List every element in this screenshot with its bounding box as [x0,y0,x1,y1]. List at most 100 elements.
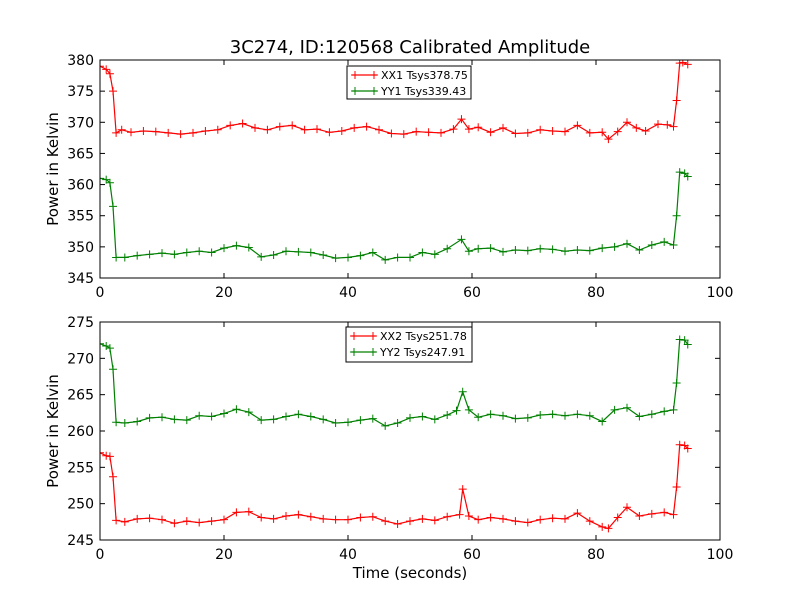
data-point [306,248,315,257]
data-point [368,414,377,423]
top-panel: 0 20 40 60 80 100 345 350 355 360 365 370 375 380 Powe… [44,53,733,301]
data-point [635,245,644,254]
data-point [275,122,284,131]
x-tick-label: 20 [215,547,233,563]
data-point [663,120,672,129]
data-point [647,509,656,518]
y-tick-label: 255 [67,460,94,476]
data-point [244,507,253,516]
data-point [647,410,656,419]
data-point [145,250,154,259]
data-point [474,515,483,524]
y-tick-label: 265 [67,388,94,404]
data-point [511,414,520,423]
data-point [195,247,204,256]
data-point [112,128,121,137]
data-point [548,127,557,136]
data-point [418,514,427,523]
data-point [331,254,340,263]
data-point [393,253,402,262]
data-point [680,336,689,345]
data-point [189,128,197,137]
data-point [424,128,433,137]
data-point [362,122,371,131]
data-point [158,413,166,422]
data-point [306,512,315,521]
data-point [430,250,439,259]
data-point [464,512,473,521]
data-point [511,517,520,526]
legend-marker [350,348,358,356]
data-point [585,128,594,137]
data-point [356,513,365,522]
data-point [499,247,507,256]
data-point [548,245,557,254]
data-point [585,246,594,255]
chart-title: 3C274, ID:120568 Calibrated Amplitude [230,37,590,58]
x-tick-label: 80 [587,285,605,301]
data-point [319,250,328,259]
data-point [418,248,427,257]
legend-label: YY2 Tsys247.91 [379,346,465,359]
data-point [430,415,439,424]
data-point [623,118,631,127]
data-point [105,69,114,78]
data-point [604,524,613,533]
data-point [669,122,678,131]
data-point [232,508,241,517]
data-point [604,135,613,144]
data-point [464,405,473,414]
data-point [598,417,607,426]
data-point [207,517,216,526]
data-point [112,253,121,262]
data-point [220,515,228,524]
data-point [112,418,121,427]
data-point [288,121,297,130]
data-point [356,416,365,425]
x-tick-label: 60 [463,547,481,563]
data-point [182,248,191,257]
legend-box [345,326,473,363]
data-point [306,412,315,421]
data-point [195,518,204,527]
data-point [207,248,216,257]
data-point [182,517,191,526]
data-point [344,253,352,262]
data-point [201,127,210,136]
data-point [105,452,114,461]
x-tick-label: 20 [215,285,233,301]
data-point [375,125,383,134]
data-point [244,243,253,252]
data-point [282,512,290,521]
data-point [675,440,684,449]
legend-label: XX1 Tsys378.75 [381,69,468,82]
data-point [100,62,104,71]
data-point [220,409,228,418]
data-point [319,415,328,424]
data-point [257,513,266,522]
data-point [458,485,467,494]
series-xx1 [100,60,692,144]
series-line [100,61,689,140]
legend-marker [350,332,358,340]
data-point [536,411,545,420]
data-point [457,235,466,244]
legend-box [346,65,472,100]
data-point [623,503,631,512]
data-point [623,403,631,412]
data-point [449,125,458,134]
data-point [164,128,173,137]
legend-marker [369,332,377,340]
data-point [654,120,662,129]
data-point [120,253,129,262]
data-point [536,244,545,253]
data-point [350,123,359,132]
data-point [393,419,402,428]
data-point [474,244,483,253]
data-point [226,121,235,130]
data-point [158,515,166,524]
y-tick-label: 345 [67,271,94,287]
data-point [561,127,569,136]
